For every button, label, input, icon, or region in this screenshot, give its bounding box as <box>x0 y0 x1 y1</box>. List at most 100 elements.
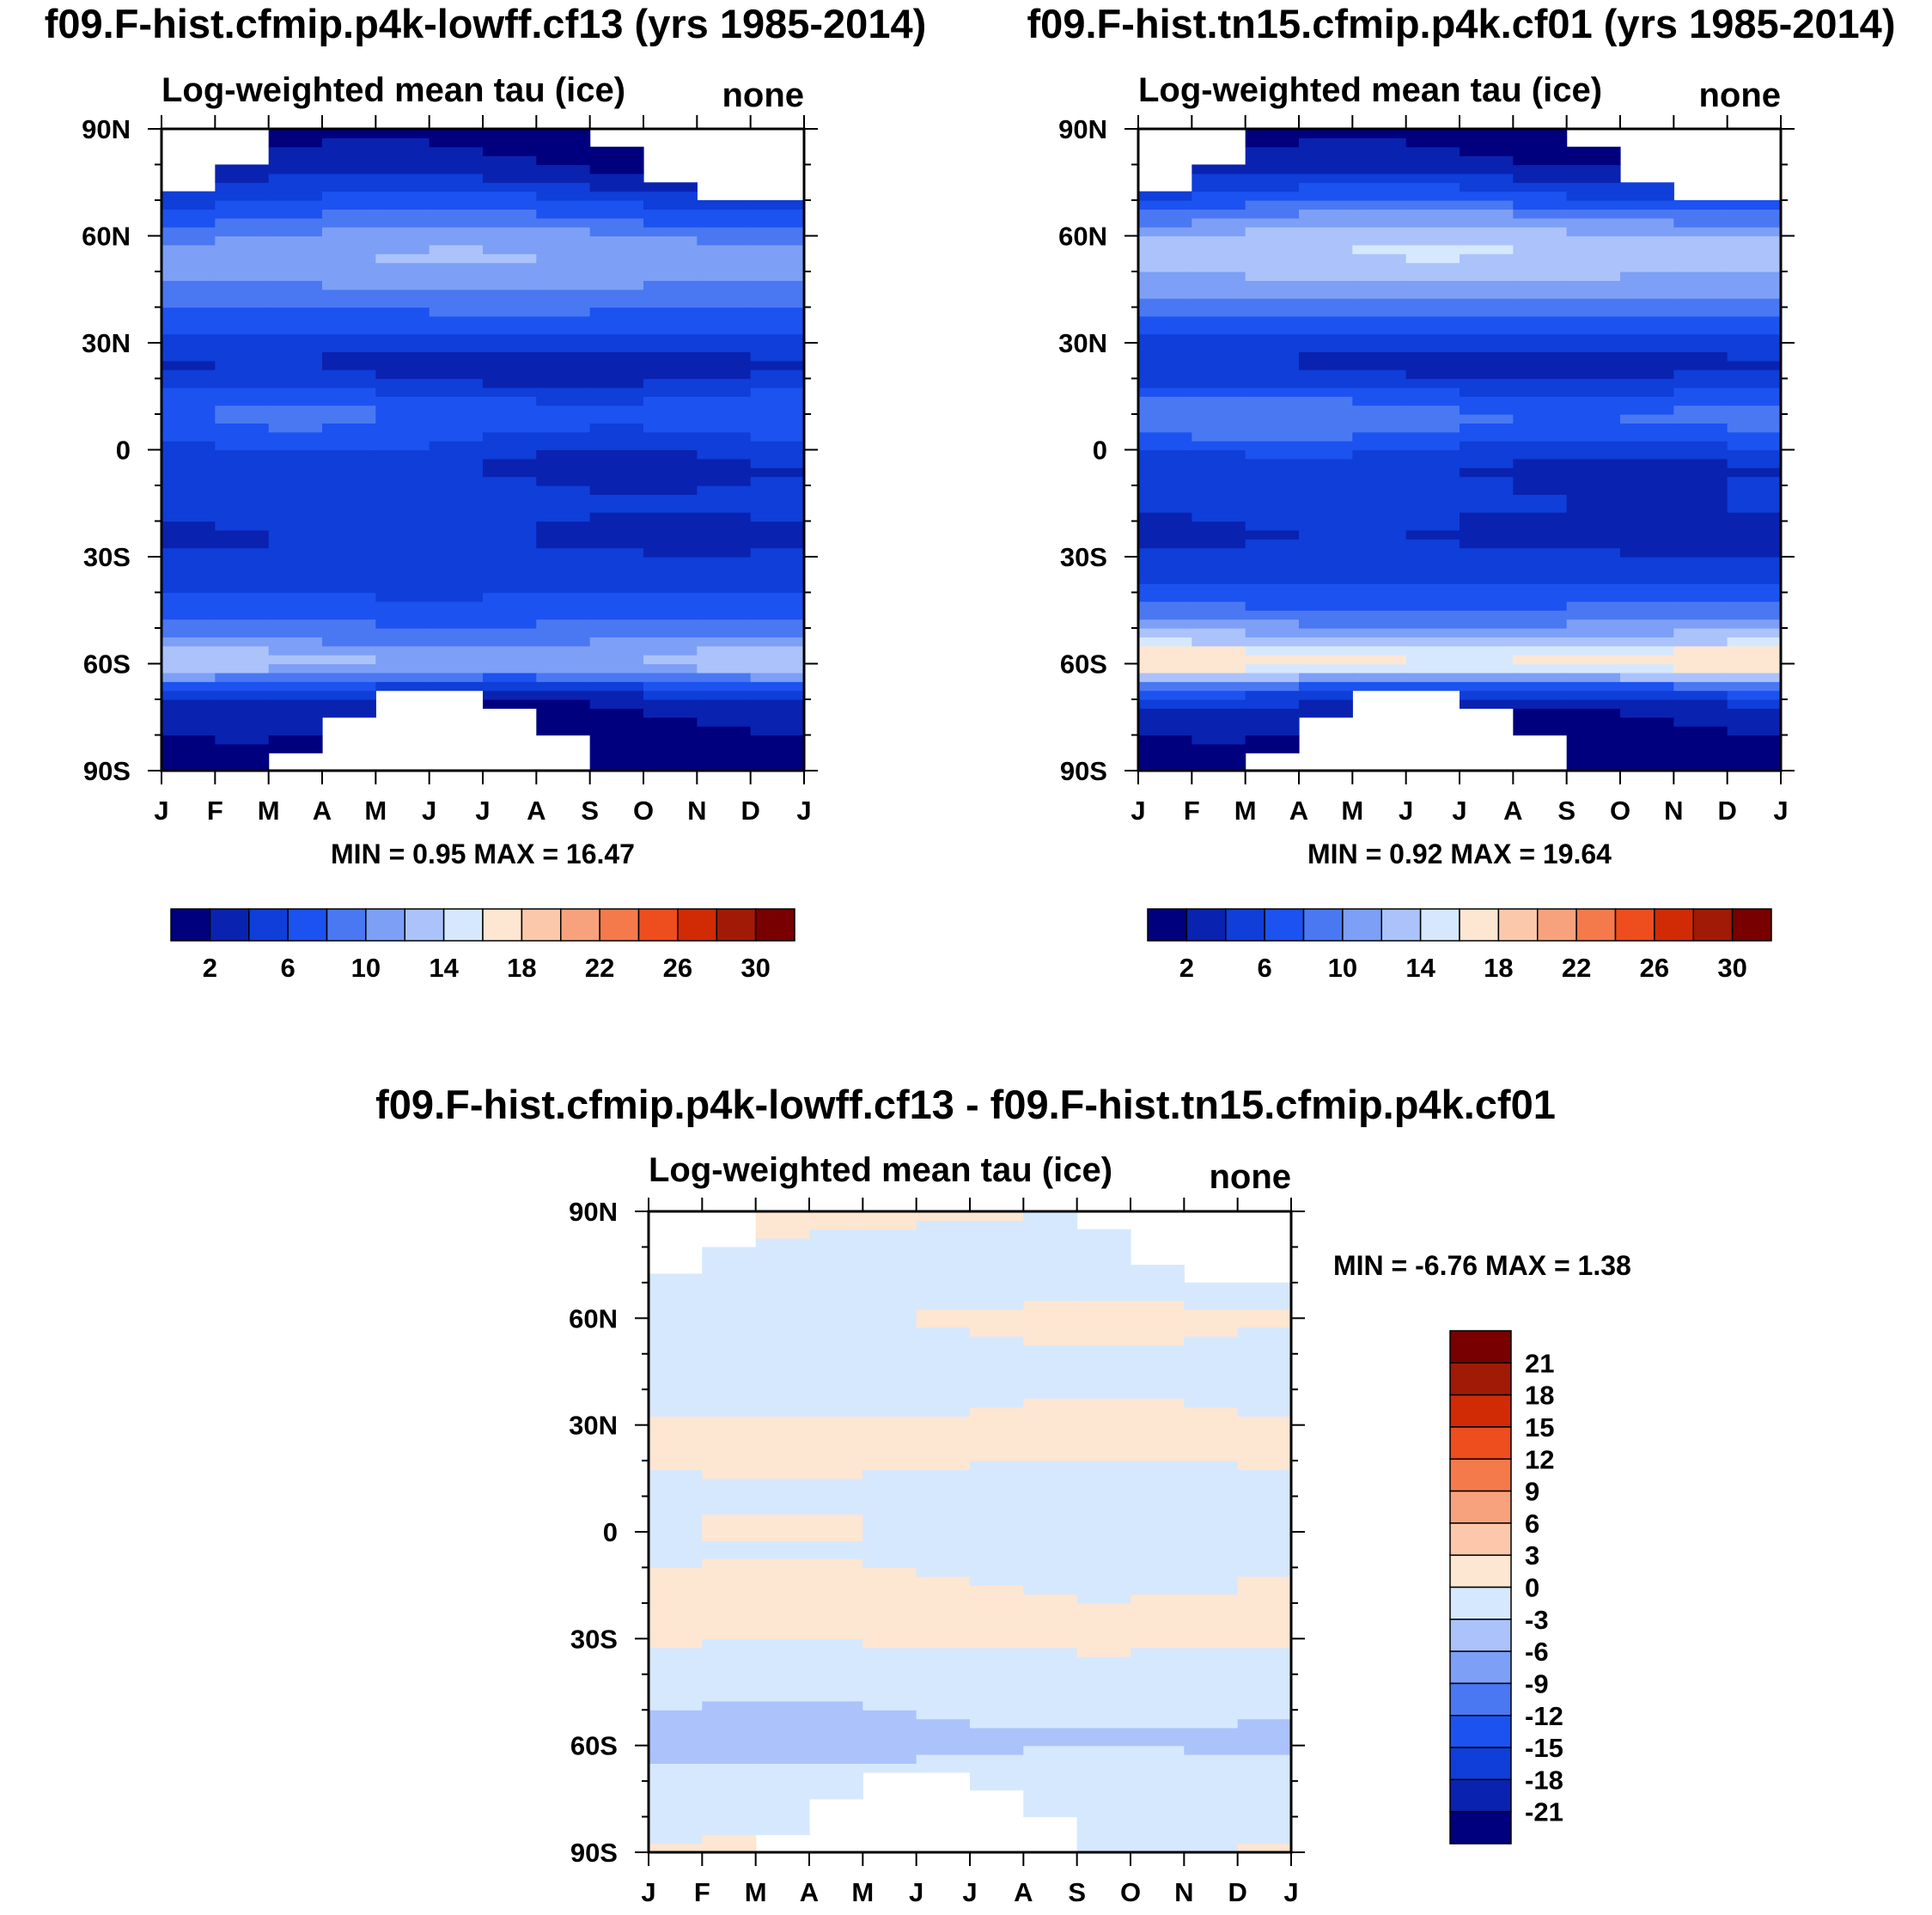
data-cell <box>1184 1478 1239 1488</box>
data-cell <box>862 1496 917 1506</box>
data-cell <box>215 449 270 460</box>
data-cell <box>1138 699 1192 709</box>
data-cell <box>268 699 323 709</box>
data-cell <box>1237 1727 1292 1737</box>
data-cell <box>1460 369 1514 380</box>
data-cell <box>1192 227 1246 237</box>
data-cell <box>862 1487 917 1497</box>
data-cell <box>322 227 376 237</box>
data-cell <box>1352 529 1407 540</box>
data-cell <box>750 414 805 424</box>
data-cell <box>429 378 484 388</box>
data-cell <box>1727 467 1782 478</box>
data-cell <box>1131 1674 1185 1684</box>
x-tick-label: N <box>1664 796 1683 826</box>
data-cell <box>1245 708 1300 718</box>
data-cell <box>1245 735 1300 745</box>
data-cell <box>1513 209 1568 219</box>
data-cell <box>1076 1496 1131 1506</box>
data-cell <box>589 182 644 192</box>
data-cell <box>429 476 484 486</box>
data-cell <box>702 1247 757 1257</box>
data-cell <box>1460 280 1514 290</box>
data-cell <box>1184 1736 1239 1747</box>
data-cell <box>1184 1576 1239 1586</box>
data-cell <box>862 1247 917 1257</box>
data-cell <box>697 298 752 308</box>
data-cell <box>750 521 805 531</box>
data-cell <box>589 235 644 246</box>
data-cell <box>1566 209 1621 219</box>
data-cell <box>1566 610 1621 620</box>
data-cell <box>1138 672 1192 682</box>
data-cell <box>702 1273 757 1284</box>
data-cell <box>375 200 430 210</box>
data-cell <box>1192 735 1246 745</box>
x-tick-label: J <box>1773 796 1788 826</box>
data-cell <box>755 1594 810 1604</box>
colorbar-label: 26 <box>663 953 692 983</box>
data-cell <box>809 1790 863 1800</box>
data-cell <box>1566 699 1621 709</box>
data-cell <box>1184 1745 1239 1755</box>
data-cell <box>649 1451 703 1461</box>
data-cell <box>375 396 430 406</box>
data-cell <box>1131 1843 1185 1853</box>
data-cell <box>649 1478 703 1488</box>
data-cell <box>1620 601 1674 611</box>
data-cell <box>916 1211 971 1221</box>
data-cell <box>589 761 644 771</box>
data-cell <box>1131 1461 1185 1471</box>
data-cell <box>1673 280 1728 290</box>
data-cell <box>916 1710 971 1720</box>
data-cell <box>970 1318 1024 1328</box>
data-cell <box>1237 1576 1292 1586</box>
data-cell <box>1131 1336 1185 1346</box>
data-cell <box>755 1718 810 1729</box>
data-cell <box>162 431 216 442</box>
data-cell <box>215 396 270 406</box>
panel-1-variable-label: Log-weighted mean tau (ice) <box>162 71 625 109</box>
data-cell <box>643 227 698 237</box>
data-cell <box>1237 1620 1292 1631</box>
data-cell <box>1673 315 1728 326</box>
x-tick-label: M <box>1341 796 1363 826</box>
data-cell <box>697 726 752 736</box>
data-cell <box>1673 244 1728 254</box>
data-cell <box>916 1745 971 1755</box>
data-cell <box>589 414 644 424</box>
data-cell <box>1299 539 1353 549</box>
data-cell <box>375 262 430 272</box>
data-cell <box>1138 431 1192 442</box>
data-cell <box>215 262 270 272</box>
x-tick-label: F <box>1184 796 1200 826</box>
data-cell <box>1245 458 1300 468</box>
colorbar-label: 0 <box>1525 1573 1539 1603</box>
data-cell <box>755 1389 810 1400</box>
data-cell <box>215 753 270 763</box>
data-cell <box>1352 449 1407 460</box>
panel-2-min-max: MIN = 0.92 MAX = 19.64 <box>1307 839 1612 869</box>
data-cell <box>1460 164 1514 174</box>
data-cell <box>649 1318 703 1328</box>
data-cell <box>1405 271 1460 281</box>
data-cell <box>1245 655 1300 665</box>
data-cell <box>1184 1647 1239 1657</box>
data-cell <box>1352 663 1407 674</box>
data-cell <box>322 253 376 264</box>
data-cell <box>1237 1469 1292 1479</box>
data-cell <box>643 387 698 397</box>
data-cell <box>1299 387 1353 397</box>
data-cell <box>1460 405 1514 415</box>
data-cell <box>162 610 216 620</box>
data-cell <box>483 217 537 228</box>
data-cell <box>1192 343 1246 352</box>
data-cell <box>162 735 216 745</box>
data-cell <box>1405 307 1460 317</box>
data-cell <box>375 360 430 370</box>
data-cell <box>1299 209 1353 219</box>
data-cell <box>702 1718 757 1729</box>
data-cell <box>643 423 698 433</box>
data-cell <box>589 360 644 370</box>
data-cell <box>589 708 644 718</box>
